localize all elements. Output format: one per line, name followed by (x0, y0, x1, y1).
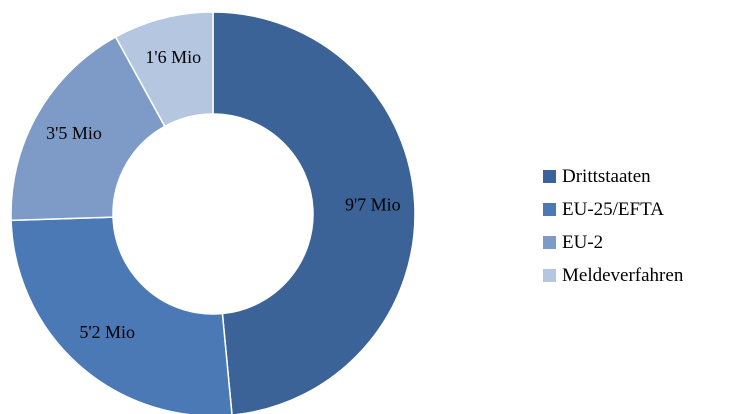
slice-eu-25-efta (10, 216, 233, 414)
legend-swatch (543, 269, 556, 282)
slice-eu-2 (10, 35, 166, 222)
legend-swatch (543, 236, 556, 249)
legend-label: Meldeverfahren (562, 264, 684, 286)
legend-swatch (543, 170, 556, 183)
legend-label: EU-25/EFTA (562, 198, 664, 220)
legend: Drittstaaten EU-25/EFTA EU-2 Meldeverfah… (543, 164, 683, 288)
data-label-eu-25-efta: 5'2 Mio (79, 322, 135, 342)
data-label-eu-2: 3'5 Mio (46, 123, 102, 143)
legend-item-meldeverfahren: Meldeverfahren (543, 263, 683, 288)
data-label-meldeverfahren: 1'6 Mio (145, 47, 201, 67)
legend-label: EU-2 (562, 231, 604, 253)
slice-drittstaaten (212, 11, 416, 414)
legend-label: Drittstaaten (562, 165, 651, 187)
data-label-drittstaaten: 9'7 Mio (345, 195, 401, 215)
legend-item-eu-25-efta: EU-25/EFTA (543, 197, 683, 222)
legend-item-drittstaaten: Drittstaaten (543, 164, 683, 189)
legend-swatch (543, 203, 556, 216)
data-labels-group: 9'7 Mio 5'2 Mio 3'5 Mio 1'6 Mio (46, 47, 401, 342)
slices-group (10, 11, 416, 414)
legend-item-eu-2: EU-2 (543, 230, 683, 255)
slice-meldeverfahren (114, 11, 214, 128)
